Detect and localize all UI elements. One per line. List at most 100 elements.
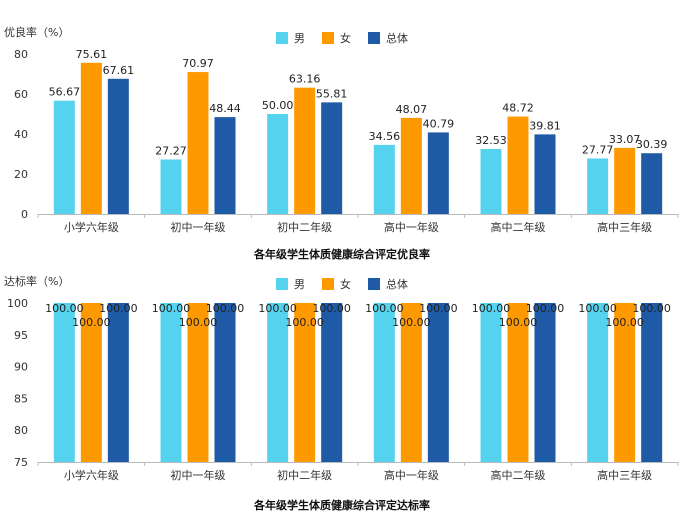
bar-male (480, 148, 502, 214)
bar-female (614, 303, 636, 462)
data-labels: 56.67 75.61 67.61 27.27 70.97 48.44 50.00 63.16… (49, 48, 668, 158)
x-tick-label: 高中二年级 (491, 220, 546, 234)
x-tick-label: 高中一年级 (384, 220, 439, 234)
x-tick-label: 初中一年级 (171, 468, 226, 482)
bar-female (80, 62, 102, 214)
data-label: 48.44 (209, 102, 241, 115)
bar-male (373, 303, 395, 462)
legend-swatch (276, 32, 288, 44)
data-label: 100.00 (605, 316, 644, 329)
bar-female (400, 117, 422, 214)
bars (53, 303, 663, 462)
bar-total (107, 303, 129, 462)
x-tick-label: 初中二年级 (277, 220, 332, 234)
bar-female (507, 303, 529, 462)
bar-total (427, 132, 449, 214)
legend-swatch (368, 278, 380, 290)
x-tick-label: 初中二年级 (277, 468, 332, 482)
data-label: 56.67 (49, 86, 81, 99)
y-tick-label: 100 (7, 297, 28, 310)
bar-male (587, 303, 609, 462)
chart-excellent-rate: 优良率（%） 男 女 总体 0 20 40 60 80 56.67 75.61 67.61 27.… (4, 25, 679, 261)
bar-total (534, 134, 556, 214)
data-label: 100.00 (45, 302, 84, 315)
bar-male (53, 100, 75, 214)
bar-total (641, 303, 663, 462)
data-label: 39.81 (529, 119, 561, 132)
legend-swatch (368, 32, 380, 44)
data-label: 27.77 (582, 143, 614, 156)
x-tick-label: 初中一年级 (171, 220, 226, 234)
bar-female (187, 72, 209, 214)
x-tick-label: 高中一年级 (384, 468, 439, 482)
y-tick-label: 20 (14, 168, 28, 181)
legend: 男 女 总体 (276, 277, 408, 291)
data-label: 100.00 (365, 302, 404, 315)
data-label: 100.00 (152, 302, 191, 315)
data-label: 30.39 (636, 138, 668, 151)
bar-male (587, 158, 609, 214)
data-label: 50.00 (262, 99, 294, 112)
x-axis: 小学六年级 初中一年级 初中二年级 高中一年级 高中二年级 高中三年级 (64, 220, 652, 234)
data-label: 48.07 (396, 103, 428, 116)
x-tick-label: 高中三年级 (597, 468, 652, 482)
bar-total (321, 102, 343, 214)
data-label: 100.00 (206, 302, 245, 315)
bar-female (507, 116, 529, 214)
bar-total (641, 153, 663, 214)
bar-total (214, 303, 236, 462)
bar-female (294, 303, 316, 462)
data-label: 100.00 (312, 302, 351, 315)
data-label: 75.61 (76, 48, 108, 61)
y-tick-label: 80 (14, 48, 28, 61)
chart-title: 各年级学生体质健康综合评定优良率 (253, 247, 430, 261)
legend-swatch (276, 278, 288, 290)
bar-female (80, 303, 102, 462)
legend-swatch (322, 32, 334, 44)
data-label: 100.00 (499, 316, 538, 329)
bar-female (294, 87, 316, 214)
data-label: 63.16 (289, 73, 321, 86)
y-axis: 75 80 85 90 95 100 (7, 297, 679, 469)
bar-male (267, 303, 289, 462)
bar-total (534, 303, 556, 462)
bars (53, 62, 663, 214)
data-label: 70.97 (182, 57, 214, 70)
data-label: 55.81 (316, 87, 348, 100)
y-axis-label: 优良率（%） (4, 25, 69, 39)
legend-label: 总体 (386, 277, 408, 291)
data-label: 100.00 (258, 302, 297, 315)
legend: 男 女 总体 (276, 31, 408, 45)
y-tick-label: 95 (14, 329, 28, 342)
data-label: 100.00 (419, 302, 458, 315)
bar-total (427, 303, 449, 462)
y-tick-label: 80 (14, 424, 28, 437)
bar-male (373, 144, 395, 214)
data-label: 34.56 (369, 130, 401, 143)
x-tick-label: 高中二年级 (491, 468, 546, 482)
data-label: 27.27 (155, 144, 187, 157)
data-label: 100.00 (526, 302, 565, 315)
chart-title: 各年级学生体质健康综合评定达标率 (253, 498, 430, 512)
data-label: 100.00 (179, 316, 218, 329)
legend-swatch (322, 278, 334, 290)
y-axis-label: 达标率（%） (4, 274, 69, 288)
data-label: 100.00 (392, 316, 431, 329)
bar-female (400, 303, 422, 462)
y-tick-label: 60 (14, 88, 28, 101)
bar-male (160, 159, 182, 214)
bar-total (321, 303, 343, 462)
data-label: 67.61 (103, 64, 135, 77)
y-axis: 0 20 40 60 80 (14, 48, 679, 221)
y-tick-label: 85 (14, 392, 28, 405)
bar-female (614, 147, 636, 214)
bar-male (160, 303, 182, 462)
data-label: 33.07 (609, 133, 641, 146)
y-tick-label: 90 (14, 361, 28, 374)
data-label: 40.79 (423, 117, 455, 130)
x-axis: 小学六年级 初中一年级 初中二年级 高中一年级 高中二年级 高中三年级 (64, 468, 652, 482)
legend-label: 女 (340, 31, 351, 45)
y-tick-label: 75 (14, 456, 28, 469)
